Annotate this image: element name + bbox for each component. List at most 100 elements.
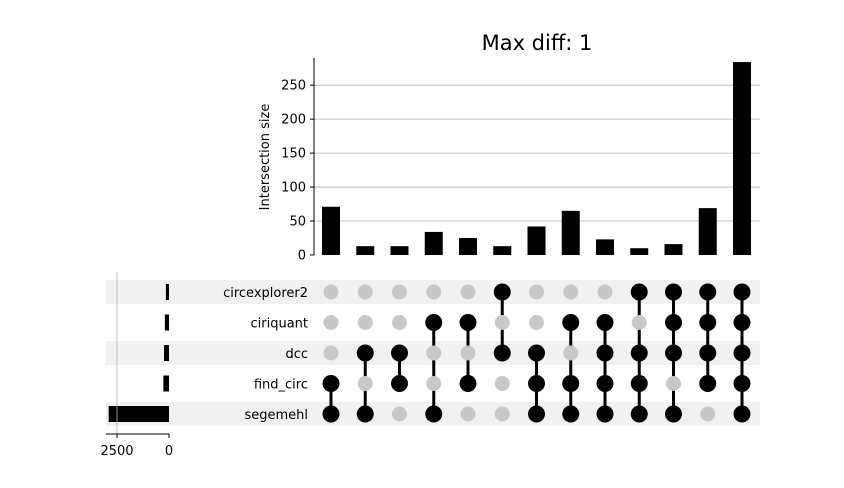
matrix-dot-inactive	[460, 345, 476, 361]
matrix-dot-inactive	[392, 315, 407, 330]
y-tick-label: 150	[281, 147, 306, 162]
matrix-dot-active	[493, 283, 511, 301]
matrix-dot-active	[562, 405, 580, 423]
matrix-dot-inactive	[323, 345, 339, 361]
matrix-dot-active	[459, 314, 477, 331]
matrix-dot-active	[493, 344, 511, 362]
intersection-bar	[459, 238, 477, 255]
matrix-dot-active	[425, 314, 443, 331]
matrix-dot-active	[528, 344, 545, 362]
matrix-dot-active	[699, 283, 717, 301]
gridlines	[314, 84, 760, 222]
matrix-dot-active	[322, 405, 340, 423]
matrix-dot-active	[665, 283, 682, 301]
matrix-dot-inactive	[597, 284, 613, 300]
y-tick-label: 100	[281, 181, 306, 196]
matrix-dot-inactive	[631, 315, 647, 330]
matrix-dot-active	[733, 283, 751, 301]
matrix-dot-active	[665, 344, 682, 362]
set-label: circexplorer2	[223, 286, 308, 301]
intersection-bar	[561, 210, 580, 255]
matrix-dot-inactive	[494, 315, 510, 330]
intersection-bar	[322, 206, 340, 255]
y-tick-label: 250	[281, 79, 306, 94]
matrix-dot-inactive	[700, 406, 716, 422]
matrix-dot-active	[528, 405, 545, 423]
intersection-bar	[424, 231, 443, 255]
matrix-dot-active	[391, 375, 408, 392]
matrix-dot-inactive	[323, 315, 339, 330]
set-size-bar	[164, 314, 169, 331]
matrix-dot-active	[630, 283, 648, 301]
matrix-dot-inactive	[357, 376, 373, 391]
matrix-dot-active	[562, 314, 580, 331]
matrix-dot-active	[596, 344, 614, 362]
set-labels: circexplorer2 ciriquant dcc find_circsegeme…	[223, 286, 308, 423]
matrix-dot-active	[528, 375, 545, 392]
matrix-dot-inactive	[529, 315, 544, 330]
matrix-dot-active	[665, 314, 682, 331]
intersection-bar	[630, 248, 649, 255]
intersection-bar	[596, 239, 614, 255]
intersection-bar	[527, 226, 546, 255]
y-axis: 0 50 100 150 200 250	[281, 58, 315, 264]
matrix-dot-inactive	[666, 376, 681, 391]
matrix-dot-active	[665, 405, 682, 423]
y-tick-label: 0	[298, 249, 306, 264]
matrix-dot-inactive	[392, 284, 407, 300]
matrix-dot-inactive	[357, 284, 373, 300]
matrix-dot-active	[322, 375, 340, 392]
matrix-dot-active	[459, 375, 477, 392]
matrix-dot-active	[425, 405, 443, 423]
matrix-dot-inactive	[323, 284, 339, 300]
matrix-dot-active	[699, 314, 717, 331]
matrix-dot-inactive	[426, 345, 442, 361]
matrix-dot-inactive	[460, 284, 476, 300]
matrix-dot-active	[630, 375, 648, 392]
intersection-bars	[322, 62, 751, 255]
matrix-dot-active	[630, 405, 648, 423]
set-size-tick-label: 2500	[100, 444, 133, 459]
matrix-dot-inactive	[494, 376, 510, 391]
matrix-dot-active	[562, 375, 580, 392]
matrix-dot-active	[699, 344, 717, 362]
matrix-dot-inactive	[426, 376, 442, 391]
matrix-dot-active	[699, 375, 717, 392]
intersection-bar	[664, 244, 683, 255]
set-size-bar	[164, 345, 169, 361]
matrix-dot-active	[356, 344, 374, 362]
set-size-bar	[165, 284, 169, 300]
intersection-bar	[493, 246, 512, 255]
matrix-dot-inactive	[460, 406, 476, 422]
set-size-bar	[108, 406, 169, 422]
y-tick-label: 50	[289, 215, 306, 230]
set-size-axis: 2500 0	[100, 272, 173, 459]
matrix-dot-active	[596, 375, 614, 392]
y-axis-label: Intersection size	[258, 104, 273, 211]
matrix-dot-active	[733, 405, 751, 423]
matrix-dot-active	[733, 314, 751, 331]
intersection-bar	[390, 246, 409, 255]
matrix-dot-active	[391, 344, 408, 362]
matrix-dot-inactive	[563, 284, 579, 300]
matrix-dot-active	[356, 405, 374, 423]
set-label: segemehl	[244, 408, 308, 423]
matrix	[322, 283, 751, 423]
set-label: find_circ	[254, 378, 308, 393]
matrix-dot-inactive	[494, 406, 510, 422]
matrix-dot-inactive	[392, 406, 407, 422]
matrix-dot-inactive	[563, 345, 579, 361]
intersection-bar	[698, 208, 717, 255]
set-label: dcc	[285, 347, 308, 362]
intersection-bar	[733, 62, 751, 255]
chart-title: Max diff: 1	[482, 31, 593, 55]
matrix-dot-inactive	[529, 284, 544, 300]
matrix-dot-inactive	[426, 284, 442, 300]
matrix-dot-active	[630, 344, 648, 362]
set-size-tick-label: 0	[165, 444, 173, 459]
set-label: ciriquant	[250, 317, 308, 332]
y-tick-label: 200	[281, 113, 306, 128]
matrix-dot-active	[596, 405, 614, 423]
matrix-dot-active	[733, 375, 751, 392]
